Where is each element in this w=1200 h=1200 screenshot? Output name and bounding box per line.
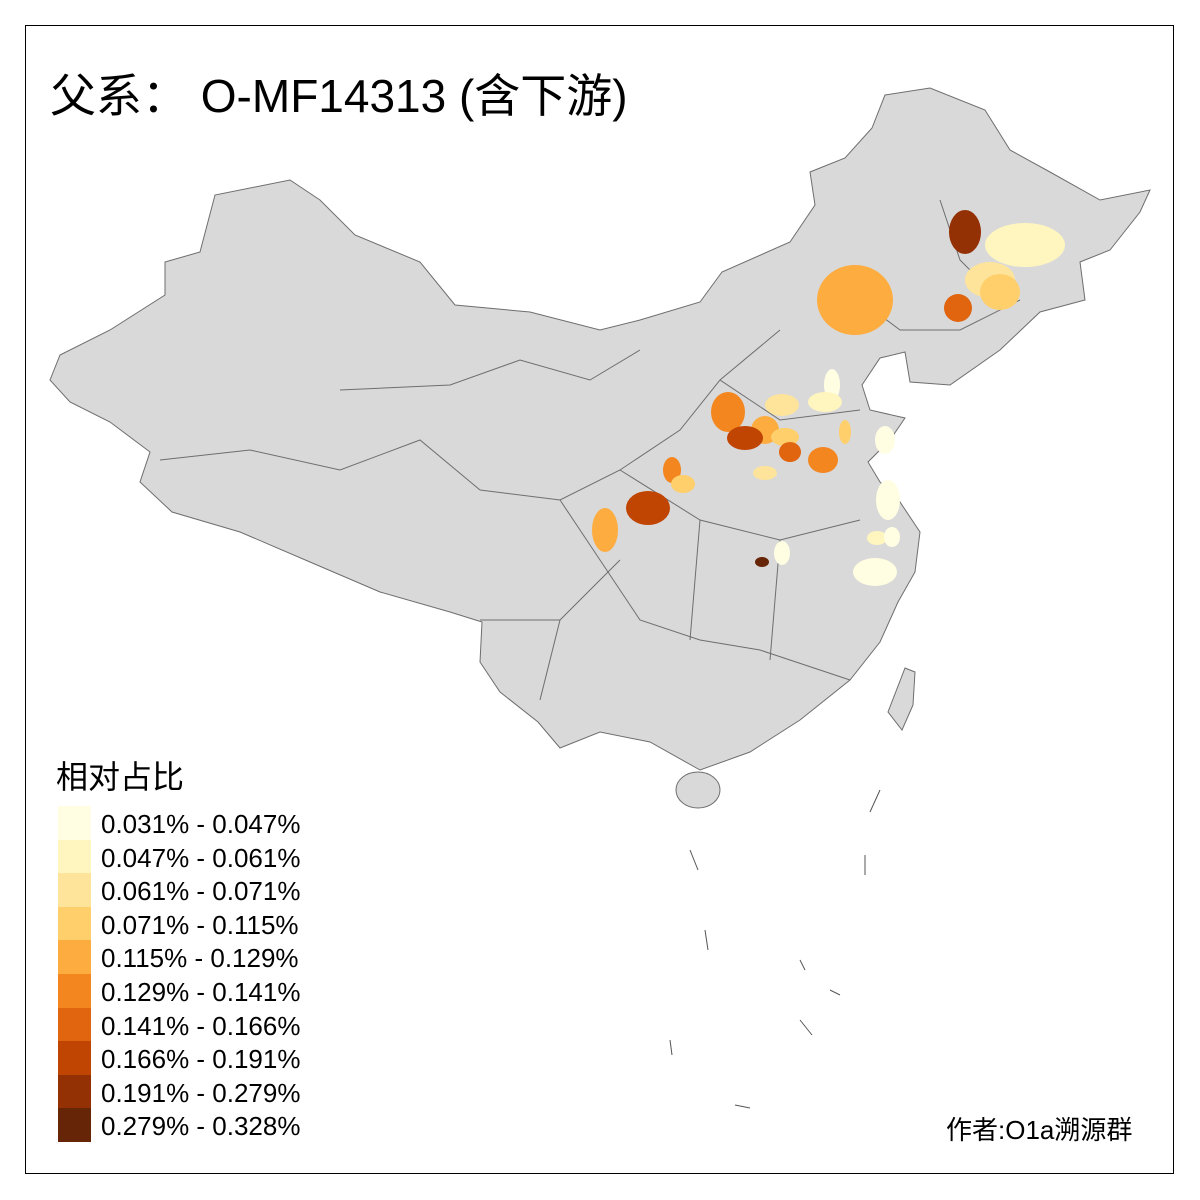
- legend-swatch: [58, 1074, 91, 1109]
- legend-item: 0.191% - 0.279%: [58, 1074, 318, 1109]
- island-mark: [799, 959, 806, 971]
- region-shaded: [839, 420, 851, 444]
- region-shaded: [765, 394, 799, 416]
- region-shaded: [753, 466, 777, 480]
- legend-item: 0.166% - 0.191%: [58, 1041, 318, 1075]
- legend-swatch: [58, 806, 91, 840]
- legend-swatch: [58, 873, 91, 907]
- island-mark: [734, 1104, 751, 1109]
- map-frame: [25, 25, 1174, 1174]
- legend-item: 0.129% - 0.141%: [58, 974, 318, 1008]
- province-border: [719, 379, 861, 421]
- legend-item: 0.047% - 0.061%: [58, 839, 318, 874]
- legend-swatch: [58, 906, 91, 941]
- region-shaded: [779, 442, 801, 462]
- island-mark: [689, 849, 699, 871]
- region-shaded: [755, 557, 769, 567]
- hainan-island: [675, 771, 721, 809]
- legend-label: 0.141% - 0.166%: [101, 1010, 301, 1041]
- legend-item: 0.031% - 0.047%: [58, 806, 318, 840]
- legend-swatch: [58, 1108, 91, 1142]
- legend-item: 0.071% - 0.115%: [58, 906, 318, 941]
- legend-item: 0.141% - 0.166%: [58, 1007, 318, 1042]
- region-shaded: [980, 274, 1020, 310]
- region-shaded: [867, 531, 887, 545]
- region-shaded: [876, 480, 900, 520]
- region-shaded: [985, 223, 1065, 267]
- province-border: [559, 499, 851, 681]
- region-shaded: [808, 447, 838, 473]
- legend-label: 0.129% - 0.141%: [101, 977, 301, 1007]
- province-border: [479, 329, 781, 501]
- map-title: 父系： O-MF14313 (含下游): [50, 70, 628, 122]
- region-shaded: [949, 210, 981, 254]
- author-credit: 作者:O1a溯源群: [946, 1115, 1133, 1145]
- region-shaded: [944, 294, 972, 322]
- province-border: [339, 349, 641, 391]
- legend-swatch: [58, 974, 91, 1008]
- island-mark: [799, 1019, 813, 1036]
- region-shaded: [592, 508, 618, 552]
- legend-label: 0.071% - 0.115%: [101, 909, 299, 940]
- legend-item: 0.115% - 0.129%: [58, 940, 318, 974]
- legend-label: 0.279% - 0.328%: [101, 1111, 301, 1142]
- province-border: [159, 439, 481, 491]
- legend-swatch: [58, 940, 91, 974]
- island-mark: [704, 929, 709, 951]
- legend-label: 0.191% - 0.279%: [101, 1077, 301, 1108]
- legend-label: 0.047% - 0.061%: [101, 842, 301, 873]
- region-shaded: [817, 265, 893, 335]
- legend-label: 0.115% - 0.129%: [101, 943, 299, 974]
- legend-label: 0.061% - 0.071%: [101, 876, 301, 907]
- legend-swatch: [58, 1007, 91, 1042]
- region-shaded: [711, 392, 745, 432]
- region-shaded: [875, 426, 895, 454]
- island-mark: [829, 989, 841, 996]
- island-mark: [669, 1039, 673, 1056]
- legend-label: 0.031% - 0.047%: [101, 809, 301, 839]
- legend-title: 相对占比: [56, 759, 185, 795]
- china-landmass: [49, 87, 1151, 771]
- legend-item: 0.279% - 0.328%: [58, 1108, 318, 1142]
- legend-label: 0.166% - 0.191%: [101, 1044, 301, 1075]
- legend-item: 0.061% - 0.071%: [58, 873, 318, 907]
- region-shaded: [884, 527, 900, 547]
- province-border: [689, 519, 701, 641]
- legend-swatch: [58, 1041, 91, 1075]
- taiwan-island: [887, 667, 916, 731]
- region-shaded: [774, 541, 790, 565]
- region-shaded: [671, 475, 695, 493]
- region-shaded: [626, 491, 670, 525]
- region-shaded: [808, 392, 842, 412]
- region-shaded: [727, 426, 763, 450]
- region-shaded: [771, 428, 799, 446]
- legend-swatch: [58, 839, 91, 874]
- island-mark: [869, 789, 881, 813]
- region-shaded: [853, 558, 897, 586]
